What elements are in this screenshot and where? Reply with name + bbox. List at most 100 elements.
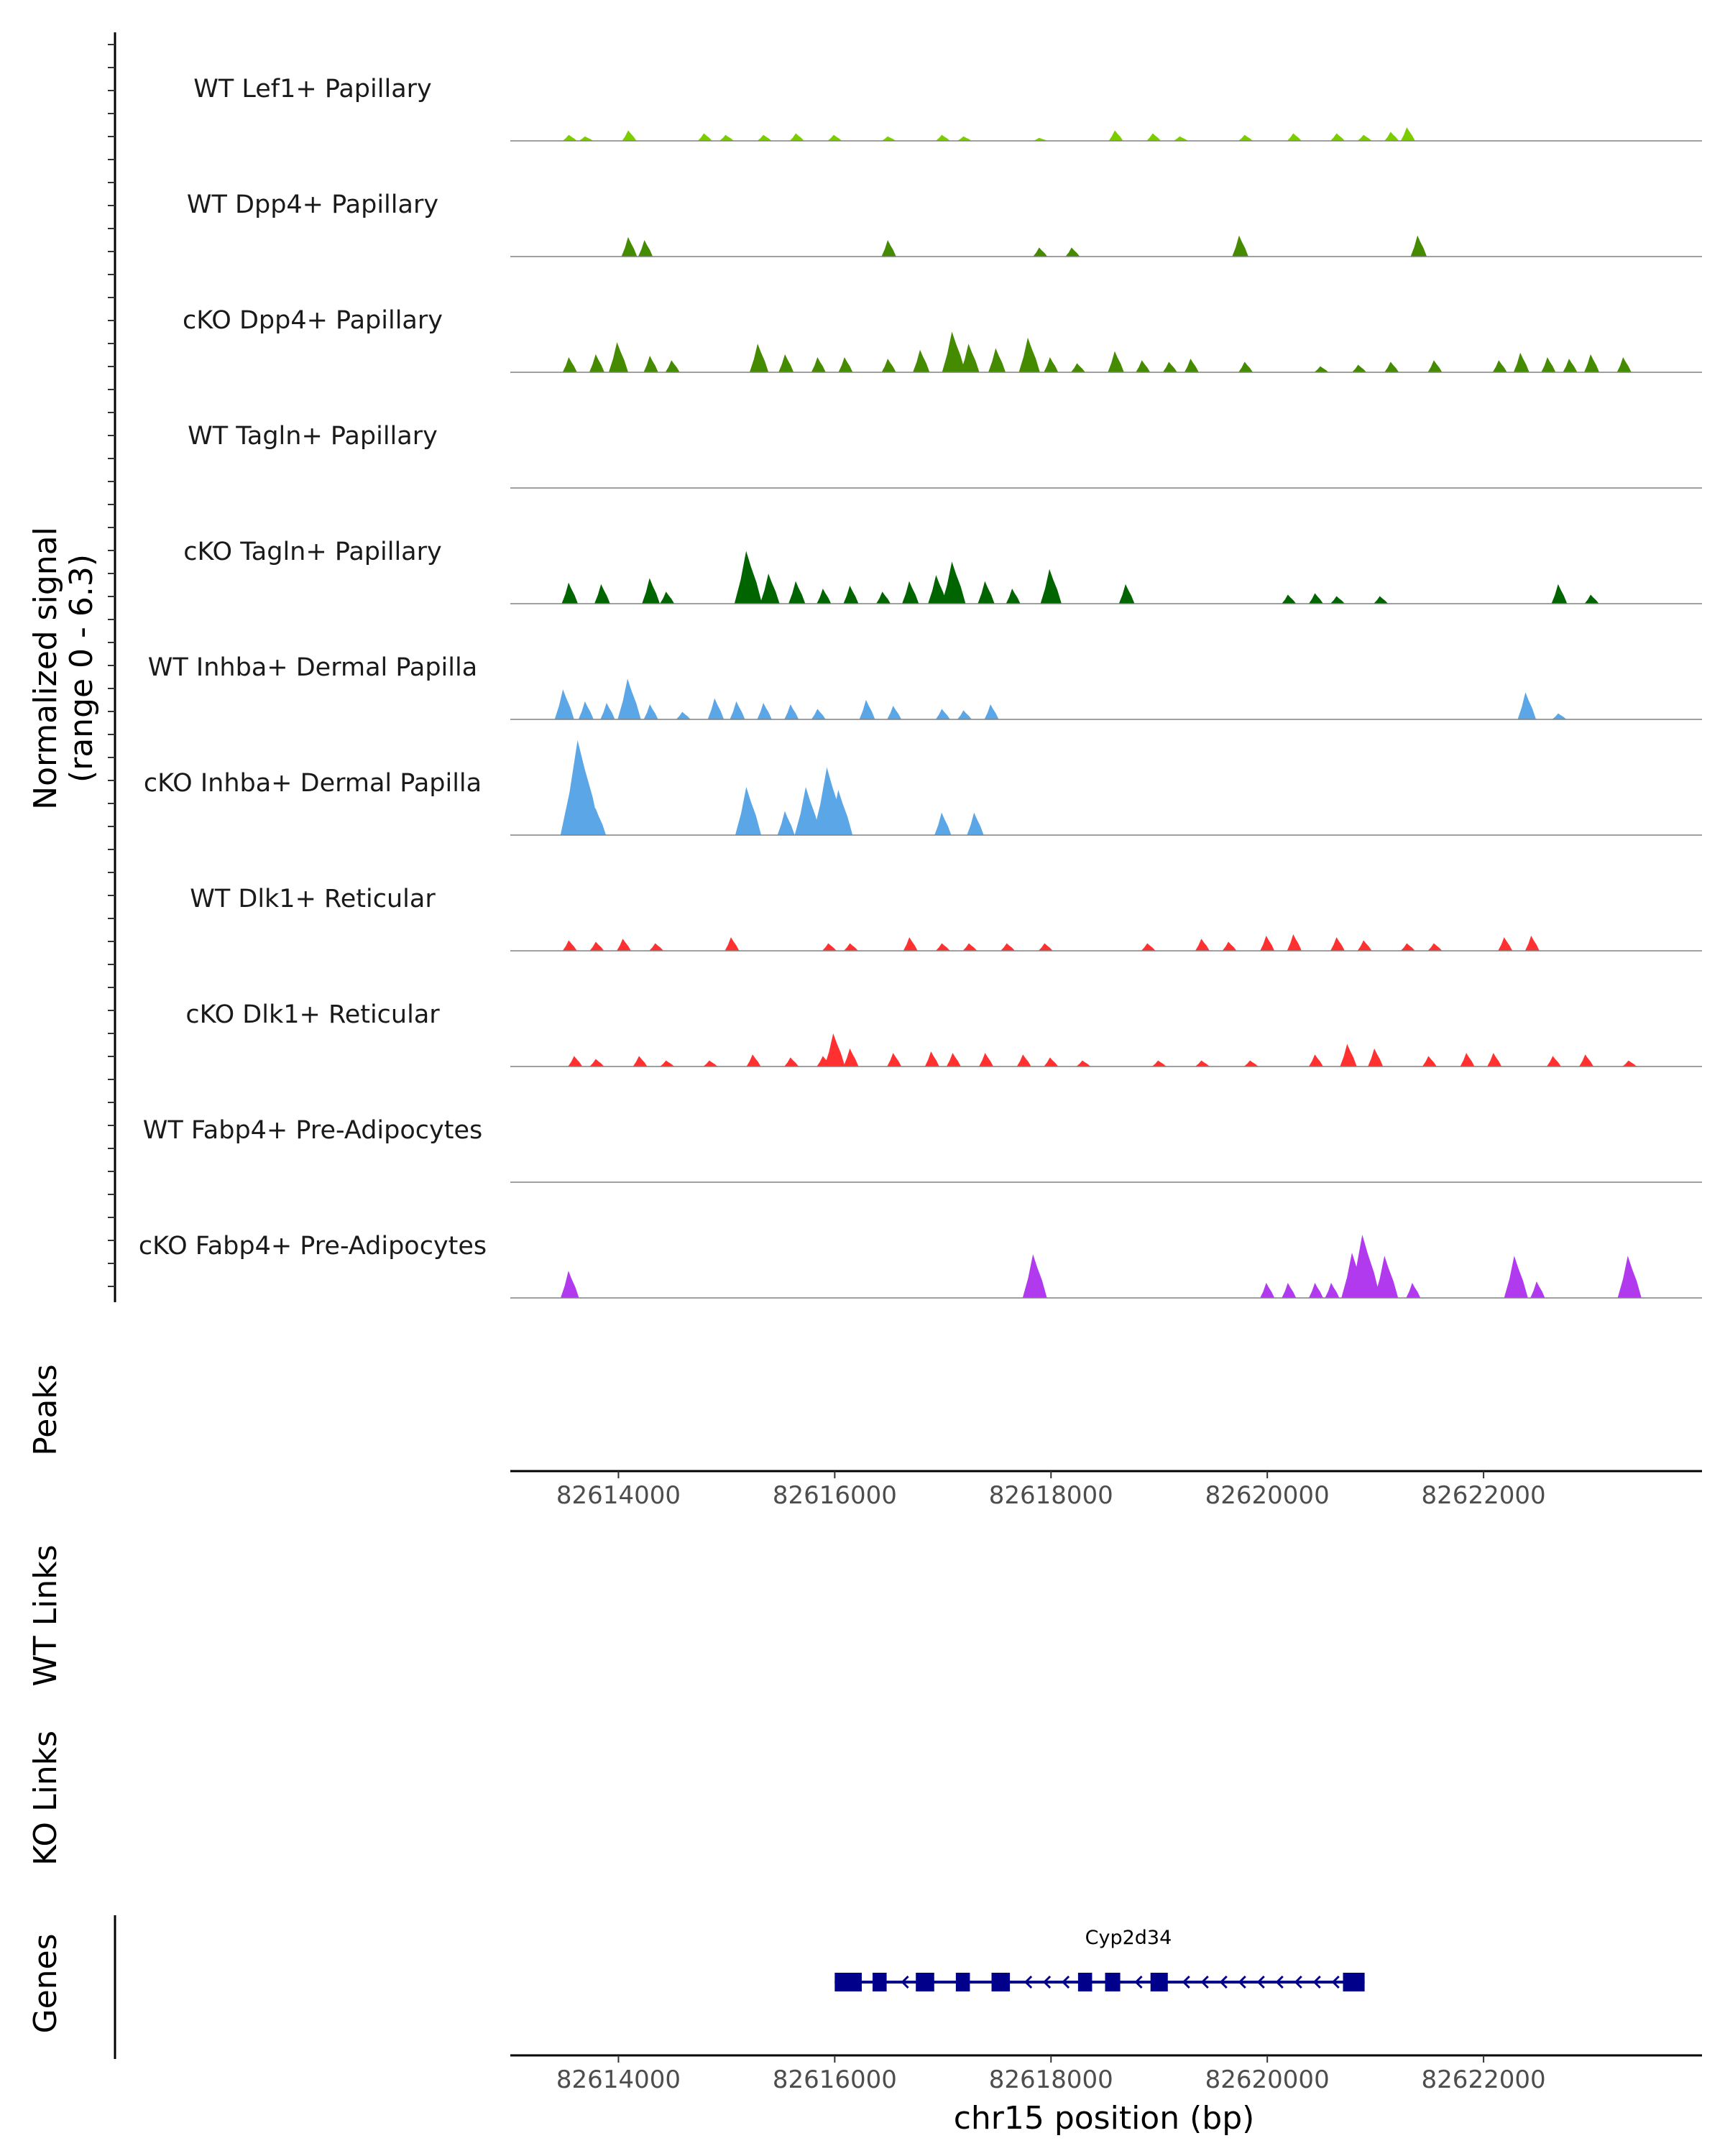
coverage-peak [1232,235,1248,257]
coverage-peak [562,357,577,372]
coverage-peak [587,808,607,835]
track-label: WT Inhba+ Dermal Papilla [148,653,477,682]
strand-arrow [1182,1975,1190,1989]
coverage-peak [1141,943,1156,951]
peaks-panel-label: Peaks [27,1364,64,1455]
coverage-peak [697,133,712,141]
coverage-peak [1282,1283,1297,1298]
coverage-peak [1184,359,1199,372]
coverage-peak [794,786,821,835]
coverage-peak [1563,359,1578,372]
coverage-peak [1427,360,1443,372]
track-wt-dpp4-papillary: WT Dpp4+ Papillary [187,190,1702,257]
track-label: cKO Inhba+ Dermal Papilla [144,769,482,798]
coverage-peak [1616,357,1632,372]
coverage-peak [632,1056,648,1067]
genes-x-tick-label: 82616000 [773,2065,897,2094]
coverage-peak [946,1053,961,1067]
track-wt-tagln-papillary: WT Tagln+ Papillary [188,422,1702,489]
coverage-peak [816,589,832,604]
coverage-peak [984,704,999,719]
genes-x-tick-label: 82614000 [556,2065,681,2094]
strand-arrow [1331,1975,1340,1989]
coverage-peak [600,702,615,719]
gene-exon [955,1973,970,1991]
coverage-peak [1238,134,1254,141]
coverage-peak [822,943,837,951]
coverage-tracks: WT Lef1+ Papillary WT Dpp4+ Papillary cKO … [139,75,1702,1299]
coverage-peak [554,689,574,719]
coverage-peak [887,706,902,719]
coverage-peak [757,134,772,141]
coverage-peak [1006,589,1021,604]
coverage-peak [562,134,577,141]
coverage-peak [1374,596,1389,604]
coverage-peak [1352,364,1367,372]
coverage-peak [578,701,594,719]
coverage-peak [1308,1054,1323,1067]
coverage-peak [1524,936,1540,951]
coverage-peak [608,342,628,372]
coverage-peak [594,584,610,604]
coverage-peak [784,704,799,719]
coverage-peak [643,704,658,719]
coverage-peak [1422,1056,1437,1067]
coverage-peak [1357,134,1372,141]
coverage-peak [913,349,930,372]
coverage-peak [1546,1056,1561,1067]
coverage-peak [924,1051,939,1067]
coverage-peak [1551,584,1568,604]
coverage-peak [942,561,966,604]
ko-links-panel-label: KO Links [27,1731,64,1866]
track-cko-inhba-dermal-papilla: cKO Inhba+ Dermal Papilla [144,740,1702,836]
coverage-peak [589,1059,604,1067]
coverage-peak [1173,136,1188,141]
coverage-peak [1108,351,1124,372]
coverage-peak [616,939,631,951]
track-label: WT Lef1+ Papillary [193,75,432,103]
track-cko-tagln-papillary: cKO Tagln+ Papillary [183,538,1702,604]
coverage-peak [827,134,842,141]
coverage-peak [881,239,896,257]
strand-arrow [1312,1975,1321,1989]
coverage-peak [1330,596,1345,604]
coverage-peak [1579,1054,1594,1067]
track-label: WT Dpp4+ Papillary [187,190,438,219]
coverage-peak [1022,1254,1047,1298]
genes-x-axis: 82614000 82616000 82618000 82620000 82622000 [510,2054,1702,2094]
genes-x-tick-label: 82618000 [989,2065,1113,2094]
coverage-peak [903,937,918,951]
coverage-peak [1460,1053,1475,1067]
genes-x-tick-label: 82620000 [1205,2065,1330,2094]
coverage-peak [827,790,853,835]
coverage-peak [1151,1060,1167,1067]
gene-exon [1105,1973,1121,1991]
coverage-peak [843,585,859,604]
strand-arrow [1219,1975,1228,1989]
coverage-peak [749,344,769,372]
track-wt-inhba-dermal-papilla: WT Inhba+ Dermal Papilla [148,653,1702,720]
gene-model: Cyp2d34 [834,1927,1365,1991]
gene-exon [834,1973,862,1991]
track-label: cKO Tagln+ Papillary [183,538,442,566]
signal-y-axis [108,32,116,1302]
coverage-peak [560,740,601,835]
coverage-peak [843,1048,859,1067]
coverage-peak [979,1053,993,1067]
coverage-peak [1410,235,1427,257]
coverage-peak [589,354,604,372]
coverage-peak [1487,1053,1502,1067]
coverage-peak [935,709,950,719]
coverage-peak [621,236,638,257]
coverage-peak [1238,361,1254,372]
strand-arrow [1256,1975,1265,1989]
wt-links-panel-label: WT Links [27,1544,64,1686]
coverage-peak [1617,1256,1642,1298]
coverage-peak [1033,247,1048,257]
coverage-peak [967,812,984,835]
coverage-peak [1044,1057,1059,1067]
coverage-peak [1368,1048,1384,1067]
coverage-peak [1136,360,1151,372]
coverage-peak [1040,568,1062,604]
coverage-peak [1222,941,1237,951]
